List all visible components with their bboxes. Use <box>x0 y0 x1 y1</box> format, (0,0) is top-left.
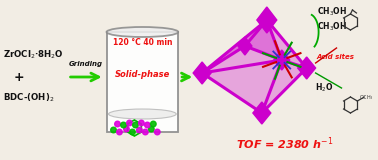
Ellipse shape <box>108 109 176 119</box>
Text: +: + <box>14 71 25 84</box>
Text: H$_2$O: H$_2$O <box>314 82 333 94</box>
Polygon shape <box>274 50 290 70</box>
Circle shape <box>149 126 154 132</box>
Text: ZrOCl$_2$·8H$_2$O: ZrOCl$_2$·8H$_2$O <box>3 49 64 61</box>
Circle shape <box>117 129 122 135</box>
Text: CH$_3$OH: CH$_3$OH <box>317 21 347 33</box>
Text: 120 °C 40 min: 120 °C 40 min <box>113 37 172 47</box>
Polygon shape <box>238 37 252 55</box>
Circle shape <box>136 127 142 133</box>
Polygon shape <box>257 7 277 33</box>
Polygon shape <box>253 102 271 124</box>
Circle shape <box>133 122 138 128</box>
Polygon shape <box>202 20 282 73</box>
Polygon shape <box>262 60 307 113</box>
Text: BDC-(OH)$_2$: BDC-(OH)$_2$ <box>3 92 54 104</box>
Circle shape <box>150 121 156 127</box>
Circle shape <box>127 120 132 126</box>
Polygon shape <box>267 20 307 68</box>
Circle shape <box>144 122 150 128</box>
Circle shape <box>155 129 160 135</box>
Polygon shape <box>193 62 211 84</box>
Text: Grinding: Grinding <box>69 61 102 67</box>
Text: Solid-phase: Solid-phase <box>115 69 170 79</box>
Circle shape <box>111 127 116 133</box>
Circle shape <box>124 126 129 132</box>
Text: CH$_3$OH: CH$_3$OH <box>317 6 347 18</box>
Circle shape <box>115 121 120 127</box>
FancyBboxPatch shape <box>107 32 178 132</box>
Text: TOF = 2380 h$^{-1}$: TOF = 2380 h$^{-1}$ <box>236 135 333 152</box>
Polygon shape <box>202 20 267 73</box>
Text: Acid sites: Acid sites <box>317 54 355 60</box>
Polygon shape <box>202 60 282 113</box>
Polygon shape <box>298 57 316 79</box>
Ellipse shape <box>107 27 178 37</box>
Circle shape <box>139 120 144 126</box>
Text: OCH$_3$: OCH$_3$ <box>359 94 374 102</box>
Polygon shape <box>245 20 282 60</box>
Circle shape <box>143 129 148 135</box>
Circle shape <box>130 129 135 135</box>
Circle shape <box>121 122 126 128</box>
